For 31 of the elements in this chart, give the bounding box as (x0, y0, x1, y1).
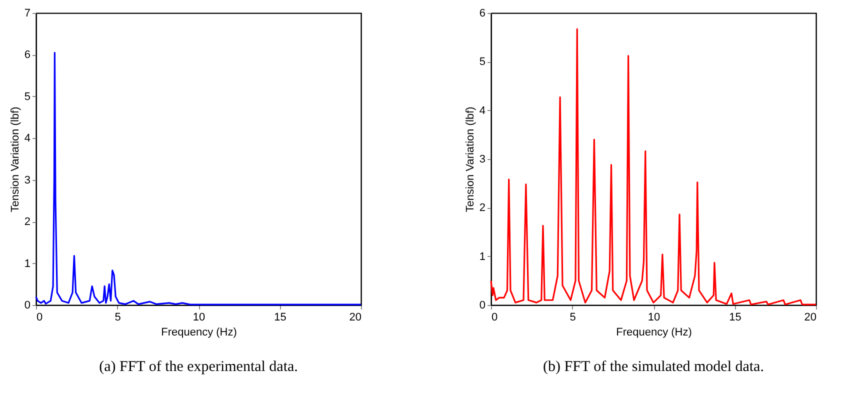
text: (a) FFT of the experimental data. (99, 359, 298, 375)
x-axis-title: Frequency (Hz) (616, 326, 692, 338)
y-tick-label: 6 (479, 8, 486, 20)
y-tick-label: 4 (479, 104, 486, 117)
x-tick-label: 10 (648, 312, 660, 324)
y-tick-label: 2 (24, 216, 30, 228)
y-axis-title: Tension Variation (lbf) (9, 106, 22, 212)
x-tick-label: 20 (349, 312, 362, 324)
y-axis-title: Tension Variation (lbf) (464, 106, 476, 212)
x-tick-label: 20 (804, 312, 816, 324)
y-tick-label: 0 (479, 300, 486, 312)
x-tick-label: 0 (492, 312, 498, 324)
text: (b) FFT of the simulated model data. (543, 359, 764, 375)
x-tick-label: 10 (192, 312, 206, 324)
y-tick-label: 4 (24, 132, 30, 145)
y-tick-label: 5 (479, 56, 486, 68)
x-tick-label: 0 (36, 312, 43, 324)
x-tick-label: 15 (729, 312, 742, 324)
x-tick-label: 5 (114, 312, 121, 324)
y-tick-label: 2 (479, 202, 486, 214)
y-tick-label: 3 (24, 174, 30, 186)
y-tick-label: 1 (479, 250, 486, 263)
y-tick-label: 1 (24, 258, 30, 270)
y-tick-label: 7 (24, 8, 30, 20)
y-tick-label: 0 (24, 300, 30, 312)
x-axis-title: Frequency (Hz) (161, 326, 237, 338)
y-tick-label: 6 (24, 49, 30, 62)
x-tick-label: 15 (274, 312, 286, 324)
y-tick-label: 5 (24, 90, 30, 103)
y-tick-label: 3 (479, 154, 486, 166)
x-tick-label: 5 (570, 312, 576, 324)
